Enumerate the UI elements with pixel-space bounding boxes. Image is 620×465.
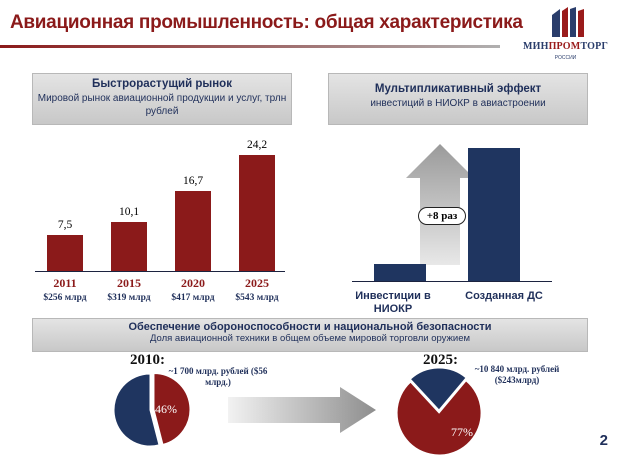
market-year-label: 2011 <box>53 276 77 290</box>
pie-chart-2025 <box>396 367 482 456</box>
market-bar-2020 <box>175 190 211 271</box>
multiplier-subheading: инвестиций в НИОКР в авиастроении <box>370 98 546 109</box>
market-axis-line <box>35 271 285 272</box>
defense-heading: Обеспечение обороноспособности и национа… <box>128 321 492 333</box>
market-bar-2025 <box>239 154 275 271</box>
market-usd-label: $256 млрд <box>43 293 87 303</box>
market-value-label: 7,5 <box>57 218 73 231</box>
note-2025: ~10 840 млрд. рублей ($243млрд) <box>474 364 560 385</box>
market-usd-label: $319 млрд <box>107 293 151 303</box>
market-value-label: 24,2 <box>246 138 268 151</box>
category-label-rnd: Инвестиции в НИОКР <box>355 290 431 315</box>
multiplier-bar-0 <box>374 264 426 281</box>
multiplier-badge: +8 раз <box>418 207 466 225</box>
market-year-label: 2015 <box>117 276 141 290</box>
logo-subtitle: РОССИИ <box>554 55 577 61</box>
market-subheading: Мировой рынок авиационной продукции и ус… <box>37 93 287 117</box>
pie-slice-rest <box>113 373 160 447</box>
market-usd-label: $417 млрд <box>171 293 215 303</box>
market-bar-2011 <box>47 234 83 271</box>
pie-slice-rest <box>409 367 467 411</box>
defense-panel-header: Обеспечение обороноспособности и национа… <box>32 318 588 352</box>
multiplier-panel-header: Мультипликативный эффект инвестиций в НИ… <box>328 73 588 125</box>
pie-slice-aviation <box>396 380 482 456</box>
year-2010-label: 2010: <box>130 352 165 368</box>
page-title: Авиационная промышленность: общая характ… <box>10 12 523 33</box>
pie-chart-2010 <box>113 372 191 447</box>
flag-stripes-icon <box>552 7 584 37</box>
growth-arrow-icon <box>406 144 474 265</box>
ministry-logo: МИНПРОМТОРГ РОССИИ <box>518 5 613 65</box>
market-value-label: 16,7 <box>182 174 204 187</box>
defense-subheading: Доля авиационной техники в общем объеме … <box>149 333 471 344</box>
transition-arrow-icon <box>228 387 376 433</box>
pie-slice-aviation <box>153 372 191 445</box>
multiplier-axis-line <box>352 281 552 282</box>
multiplier-heading: Мультипликативный эффект <box>374 83 542 95</box>
year-2025-label: 2025: <box>423 352 458 368</box>
logo-wordmark: МИНПРОМТОРГ <box>522 41 609 52</box>
market-usd-label: $543 млрд <box>235 293 279 303</box>
market-bar-chart: 7,5 2011 $256 млрд 10,1 2015 $319 млрд 16,7 202… <box>30 125 300 310</box>
market-value-label: 10,1 <box>118 206 140 219</box>
note-2010: ~1 700 млрд. рублей ($56 млрд.) <box>168 366 268 387</box>
pie-2010-pct: 46% <box>155 402 177 416</box>
market-heading: Быстрорастущий рынок <box>92 78 232 90</box>
market-year-label: 2020 <box>181 276 205 290</box>
market-panel-header: Быстрорастущий рынок Мировой рынок авиац… <box>32 73 292 125</box>
pie-2025-pct: 77% <box>451 425 473 439</box>
market-bar-2015 <box>111 222 147 271</box>
title-underline <box>0 45 500 48</box>
category-label-value: Созданная ДС <box>465 290 543 302</box>
market-year-label: 2025 <box>245 276 269 290</box>
page-number: 2 <box>599 432 608 449</box>
multiplier-bar-chart <box>360 140 550 285</box>
multiplier-bar-1 <box>468 148 520 281</box>
